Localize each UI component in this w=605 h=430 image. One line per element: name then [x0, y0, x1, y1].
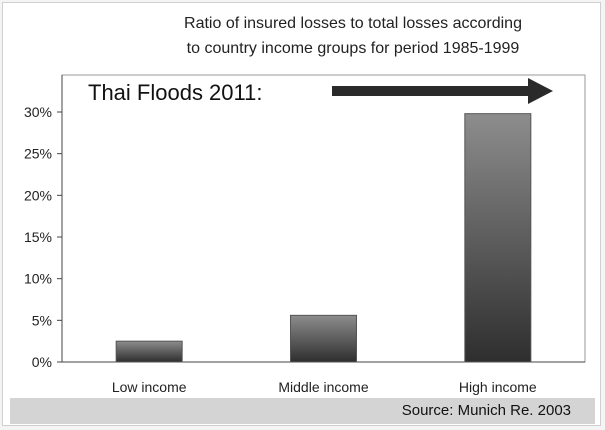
- y-tick-label: 0%: [32, 354, 52, 370]
- source-bar: Source: Munich Re. 2003: [10, 398, 595, 424]
- y-tick-label: 30%: [24, 104, 52, 120]
- bar-middle-income: [290, 314, 357, 363]
- chart-title-line-2: to country income groups for period 1985…: [186, 40, 520, 57]
- annotation-thai-floods: Thai Floods 2011:: [88, 80, 262, 105]
- y-tick-label: 20%: [24, 187, 52, 203]
- chart-title-line-1: Ratio of insured losses to total losses …: [184, 15, 522, 32]
- x-tick-label: Low income: [112, 379, 187, 395]
- y-tick-label: 10%: [24, 271, 52, 287]
- x-tick-label: Middle income: [278, 379, 368, 395]
- y-tick-label: 15%: [24, 229, 52, 245]
- x-tick-label: High income: [459, 379, 537, 395]
- y-tick-label: 5%: [32, 312, 52, 328]
- bar-low-income: [115, 340, 183, 363]
- bar-high-income: [464, 113, 532, 363]
- y-tick-label: 25%: [24, 146, 52, 162]
- arrow-icon: [332, 78, 553, 104]
- source-note: Source: Munich Re. 2003: [401, 402, 571, 419]
